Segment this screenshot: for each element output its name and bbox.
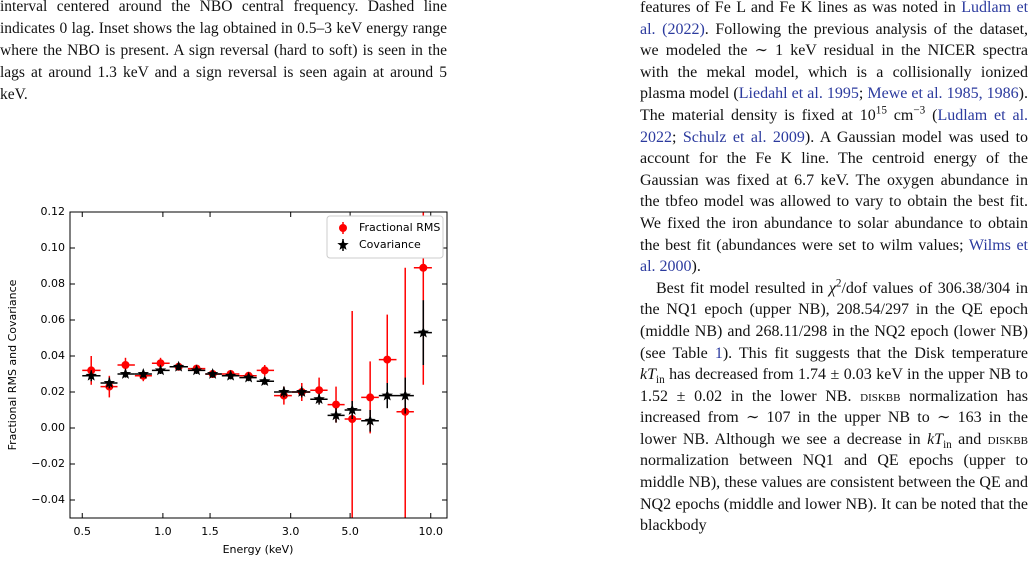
data-point: [121, 361, 130, 369]
text-run: Best fit model resulted in: [656, 279, 829, 297]
y-tick-label: −0.02: [31, 457, 65, 470]
x-tick-label: 1.0: [154, 525, 172, 538]
y-tick-label: 0.02: [41, 385, 66, 398]
citation-link[interactable]: Schulz et al. 2009: [682, 128, 805, 146]
text-run: kT: [640, 366, 656, 384]
text-run: in: [656, 374, 665, 387]
data-point: [156, 359, 165, 368]
y-axis-label: Fractional RMS and Covariance: [6, 279, 19, 450]
y-tick-label: 0.04: [41, 349, 66, 362]
text-run: 15: [875, 104, 887, 117]
data-point: [103, 377, 116, 388]
data-point: [419, 263, 428, 272]
data-point: [172, 360, 185, 372]
x-tick-label: 0.5: [74, 525, 92, 538]
data-point: [154, 364, 167, 376]
y-tick-label: 0.06: [41, 313, 66, 326]
text-run: (: [925, 106, 938, 124]
data-point: [313, 393, 325, 405]
text-run: diskbb: [860, 387, 901, 405]
citation-link[interactable]: Mewe et al. 1985, 1986: [867, 85, 1019, 103]
data-point: [242, 371, 255, 383]
data-point: [296, 386, 308, 397]
data-point: [315, 386, 324, 395]
text-run: kT: [927, 430, 944, 448]
text-run: −3: [913, 104, 926, 117]
chart: Energy (keV) Fractional RMS and Covarian…: [6, 205, 448, 556]
x-tick-label: 10.0: [418, 525, 443, 538]
x-tick-label: 3.0: [282, 525, 300, 538]
data-point: [383, 355, 392, 364]
x-axis-label: Energy (keV): [223, 543, 294, 556]
legend-label: Covariance: [359, 238, 421, 251]
citation-link[interactable]: Wilms et al. 2000: [640, 236, 1028, 276]
data-point: [332, 400, 341, 409]
text-run: normalization has increased from ∼ 107 i…: [640, 387, 1028, 448]
data-point: [260, 366, 269, 375]
paragraph: Best fit model resulted in χ2/dof values…: [640, 278, 1028, 537]
data-point: [119, 368, 132, 379]
text-run: ). The material density is fixed at 10: [640, 85, 1028, 124]
data-point: [364, 414, 376, 426]
text-run: ;: [672, 128, 683, 146]
x-tick-label: 1.5: [201, 525, 219, 538]
legend-box: [326, 215, 444, 259]
data-point: [381, 389, 393, 401]
text-run: ).: [691, 258, 701, 276]
text-run: features of Fe L and Fe K lines as was n…: [640, 0, 962, 16]
text-run: and: [951, 430, 988, 448]
legend-marker: [337, 239, 349, 250]
axes-frame: [69, 211, 448, 519]
text-run: /dof values of 306.38/304 in the NQ1 epo…: [640, 279, 1028, 362]
text-run: ). A Gaussian model was used to account …: [640, 128, 1028, 254]
citation-link[interactable]: 1: [714, 344, 723, 362]
text-run: . Following the previous analysis of the…: [640, 20, 1028, 103]
text-run: 2: [835, 277, 842, 290]
data-point: [206, 368, 219, 379]
x-tick-label: 5.0: [341, 525, 359, 538]
data-point: [137, 368, 149, 379]
data-point: [417, 326, 429, 338]
legend-label: Fractional RMS: [359, 221, 440, 234]
data-point: [259, 375, 271, 387]
text-run: in: [943, 439, 952, 452]
text-run: cm: [886, 106, 914, 124]
y-tick-label: 0.12: [41, 205, 66, 218]
data-point: [224, 369, 237, 381]
figure-caption: interval centered around the NBO central…: [0, 0, 447, 103]
y-tick-label: 0.08: [41, 277, 66, 290]
data-point: [366, 393, 375, 402]
text-run: χ: [828, 279, 836, 297]
data-point: [399, 389, 411, 401]
body-text: features of Fe L and Fe K lines as was n…: [640, 0, 1028, 563]
citation-link[interactable]: Liedahl et al. 1995: [738, 85, 859, 103]
y-tick-label: −0.04: [31, 493, 65, 506]
paragraph: features of Fe L and Fe K lines as was n…: [640, 0, 1028, 278]
plot-area: [82, 212, 432, 518]
text-run: diskbb: [987, 430, 1028, 448]
text-run: ;: [858, 85, 868, 103]
legend-marker: [339, 224, 347, 232]
data-point: [330, 409, 342, 421]
data-point: [190, 364, 203, 376]
text-run: normalization between NQ1 and QE epochs …: [640, 452, 1028, 535]
citation-link[interactable]: Ludlam et al. (2022): [640, 0, 1028, 38]
data-point: [85, 369, 97, 381]
text-run: ). This fit suggests that the Disk tempe…: [722, 344, 1028, 362]
y-tick-label: 0.00: [41, 421, 66, 434]
data-point: [346, 404, 358, 415]
data-point: [278, 386, 290, 397]
citation-link[interactable]: Ludlam et al. 2022: [640, 106, 1028, 146]
y-tick-label: 0.10: [41, 241, 66, 254]
text-run: has decreased from 1.74 ± 0.03 keV in th…: [640, 366, 1028, 405]
